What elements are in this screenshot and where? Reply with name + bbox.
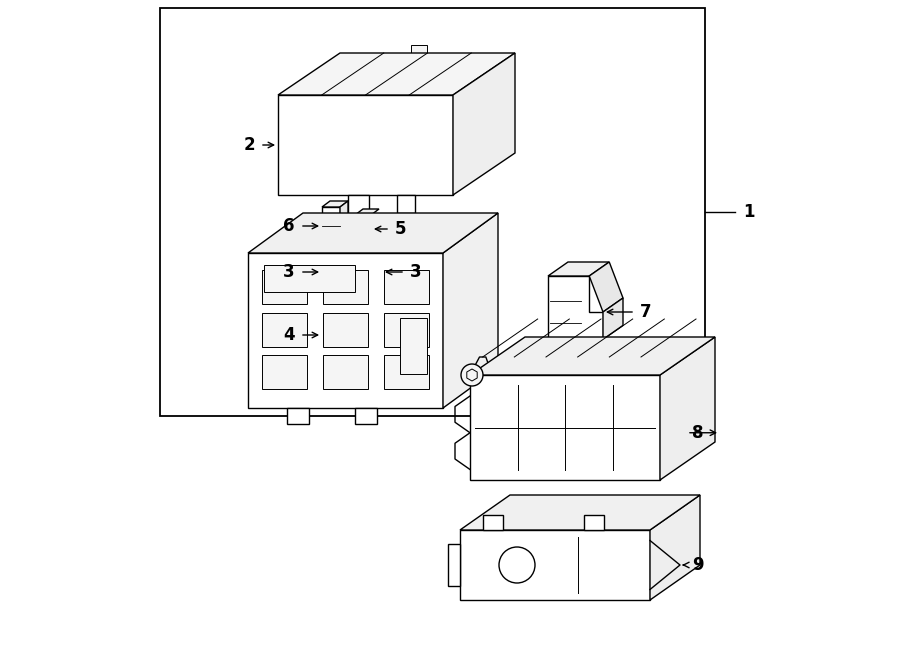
Bar (410, 45, 427, 53)
Text: 6: 6 (284, 217, 295, 235)
Polygon shape (384, 270, 429, 304)
Polygon shape (397, 195, 415, 213)
Polygon shape (384, 356, 429, 389)
Text: 4: 4 (284, 326, 295, 344)
Polygon shape (660, 337, 715, 480)
Polygon shape (262, 356, 307, 389)
Text: 2: 2 (243, 136, 255, 154)
Polygon shape (322, 201, 348, 207)
Polygon shape (453, 53, 515, 195)
Polygon shape (460, 495, 700, 530)
Polygon shape (323, 270, 368, 304)
Polygon shape (344, 317, 353, 346)
Polygon shape (322, 324, 344, 346)
Polygon shape (364, 296, 375, 306)
Text: 5: 5 (395, 220, 407, 238)
Polygon shape (322, 207, 340, 245)
Polygon shape (448, 544, 460, 586)
Polygon shape (470, 375, 660, 480)
Text: 1: 1 (743, 203, 754, 221)
Polygon shape (322, 240, 354, 248)
Polygon shape (322, 248, 344, 296)
Polygon shape (470, 337, 715, 375)
Polygon shape (278, 53, 515, 95)
Polygon shape (287, 408, 309, 424)
Polygon shape (327, 296, 338, 306)
Polygon shape (548, 276, 603, 348)
Text: 9: 9 (692, 556, 704, 574)
Circle shape (461, 364, 483, 386)
Polygon shape (650, 495, 700, 600)
Text: 7: 7 (640, 303, 652, 321)
Polygon shape (583, 515, 604, 530)
Polygon shape (384, 313, 429, 347)
Polygon shape (248, 213, 498, 253)
Polygon shape (443, 213, 498, 408)
Bar (339, 118, 371, 140)
Bar (304, 150, 325, 165)
Polygon shape (323, 313, 368, 347)
Polygon shape (278, 95, 453, 195)
Polygon shape (360, 248, 382, 296)
Polygon shape (262, 313, 307, 347)
Polygon shape (355, 209, 379, 215)
Polygon shape (382, 240, 392, 296)
Polygon shape (355, 215, 371, 243)
Text: 3: 3 (284, 263, 295, 281)
Text: 8: 8 (692, 424, 704, 442)
Polygon shape (548, 262, 609, 276)
Polygon shape (322, 317, 353, 324)
Text: 3: 3 (410, 263, 421, 281)
Polygon shape (400, 318, 428, 374)
Bar (160, 8, 705, 416)
Polygon shape (603, 298, 623, 339)
Polygon shape (344, 240, 354, 296)
Polygon shape (262, 270, 307, 304)
Polygon shape (340, 201, 348, 245)
Polygon shape (460, 530, 650, 600)
Polygon shape (248, 253, 443, 408)
Bar (475, 539, 634, 586)
Polygon shape (590, 262, 623, 312)
Polygon shape (323, 356, 368, 389)
Polygon shape (482, 515, 503, 530)
Polygon shape (360, 240, 392, 248)
Polygon shape (348, 195, 369, 223)
Polygon shape (264, 266, 356, 292)
Polygon shape (356, 408, 377, 424)
